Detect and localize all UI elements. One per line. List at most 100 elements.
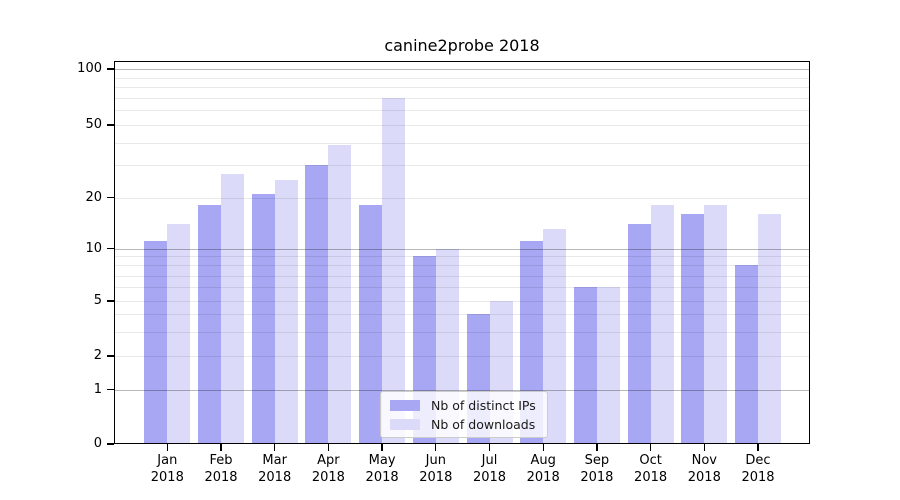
- y-tick-label-2: 2: [93, 348, 102, 363]
- x-tick-mark-nov: [703, 444, 705, 451]
- x-tick-year-nov: 2018: [687, 470, 721, 485]
- bar-nb-of-downloads-aug: [543, 229, 567, 444]
- bar-nb-of-downloads-dec: [758, 213, 781, 444]
- x-tick-label-aug: Aug 2018: [510, 452, 576, 486]
- gridline-minor-2: [114, 356, 810, 357]
- gridline-minor-9: [114, 256, 810, 258]
- x-tick-label-dec: Dec 2018: [725, 452, 791, 486]
- x-tick-label-apr: Apr 2018: [295, 452, 361, 486]
- gridline-minor-80: [114, 87, 810, 89]
- bar-nb-of-distinct-ips-mar: [251, 193, 275, 444]
- y-tick-label-5: 5: [93, 293, 102, 308]
- x-tick-year-mar: 2018: [258, 470, 292, 485]
- bar-nb-of-downloads-jan: [167, 223, 191, 444]
- x-tick-month-may: May: [368, 453, 396, 468]
- bar-nb-of-downloads-oct: [650, 205, 674, 444]
- x-tick-label-jul: Jul 2018: [457, 452, 523, 486]
- x-tick-year-feb: 2018: [204, 470, 238, 485]
- bar-nb-of-distinct-ips-oct: [627, 223, 651, 444]
- x-tick-year-jan: 2018: [150, 470, 184, 485]
- x-tick-label-oct: Oct 2018: [618, 452, 684, 486]
- x-tick-label-sep: Sep 2018: [564, 452, 630, 486]
- y-tick-mark-0: [107, 443, 114, 445]
- bar-nb-of-distinct-ips-dec: [735, 265, 758, 444]
- legend-label-distinct-ips: Nb of distinct IPs: [431, 397, 536, 413]
- y-tick-mark-20: [107, 196, 114, 199]
- x-tick-year-jun: 2018: [419, 470, 453, 485]
- x-tick-month-jul: Jul: [481, 453, 498, 468]
- y-tick-mark-2: [107, 355, 114, 357]
- chart-title: canine2probe 2018: [384, 36, 540, 55]
- bar-nb-of-downloads-sep: [596, 287, 620, 444]
- x-tick-mark-dec: [757, 444, 759, 451]
- bar-nb-of-distinct-ips-nov: [681, 213, 705, 444]
- bar-nb-of-distinct-ips-may: [359, 205, 383, 444]
- y-tick-label-1: 1: [93, 381, 102, 397]
- x-tick-year-aug: 2018: [526, 470, 560, 485]
- x-tick-month-mar: Mar: [262, 453, 287, 468]
- plot-area: [114, 61, 810, 444]
- x-tick-mark-jul: [488, 444, 491, 451]
- legend-label-downloads: Nb of downloads: [431, 416, 536, 432]
- x-tick-mark-apr: [327, 444, 330, 451]
- x-tick-month-feb: Feb: [209, 453, 233, 468]
- x-tick-mark-jun: [435, 444, 437, 451]
- x-tick-mark-mar: [274, 444, 276, 451]
- gridline-minor-4: [114, 314, 810, 316]
- x-tick-month-nov: Nov: [691, 453, 717, 468]
- bar-nb-of-downloads-apr: [328, 144, 352, 444]
- x-tick-mark-jan: [166, 444, 168, 451]
- x-tick-mark-feb: [220, 444, 222, 451]
- gridline-minor-7: [114, 275, 810, 277]
- y-tick-mark-100: [107, 68, 114, 70]
- y-tick-label-50: 50: [85, 117, 102, 132]
- x-tick-year-sep: 2018: [580, 470, 614, 485]
- x-tick-mark-may: [381, 444, 383, 451]
- y-tick-mark-10: [107, 247, 114, 250]
- gridline-minor-8: [114, 265, 810, 267]
- bar-nb-of-downloads-feb: [221, 173, 244, 444]
- gridline-minor-70: [114, 97, 810, 99]
- x-tick-month-aug: Aug: [530, 453, 556, 468]
- x-tick-year-oct: 2018: [634, 470, 668, 485]
- bar-nb-of-downloads-mar: [274, 179, 298, 444]
- bar-nb-of-distinct-ips-apr: [305, 165, 329, 444]
- bar-nb-of-distinct-ips-jan: [144, 241, 168, 444]
- x-tick-mark-aug: [542, 444, 544, 451]
- bar-nb-of-downloads-may: [382, 97, 406, 444]
- x-tick-month-sep: Sep: [584, 453, 610, 468]
- legend-item-distinct-ips: Nb of distinct IPs: [390, 397, 536, 413]
- bar-nb-of-distinct-ips-sep: [573, 287, 597, 444]
- x-tick-label-mar: Mar 2018: [242, 452, 308, 486]
- y-tick-mark-50: [107, 124, 114, 126]
- x-tick-year-may: 2018: [365, 470, 399, 485]
- gridline-minor-40: [114, 142, 810, 144]
- legend-item-downloads: Nb of downloads: [390, 416, 536, 432]
- gridline-minor-20: [114, 197, 810, 199]
- x-tick-month-jan: Jan: [157, 453, 178, 468]
- legend-swatch-distinct-ips: [390, 399, 420, 411]
- x-tick-month-apr: Apr: [317, 453, 340, 468]
- x-tick-mark-oct: [649, 444, 652, 451]
- x-tick-label-feb: Feb 2018: [188, 452, 254, 486]
- gridline-minor-60: [114, 110, 810, 112]
- gridline-minor-6: [114, 287, 810, 289]
- y-tick-mark-1: [107, 388, 114, 391]
- gridline-minor-30: [114, 165, 810, 167]
- x-tick-label-jun: Jun 2018: [403, 452, 469, 486]
- x-tick-year-apr: 2018: [311, 470, 345, 485]
- bar-nb-of-downloads-nov: [704, 205, 728, 444]
- gridline-minor-5: [114, 301, 810, 302]
- x-tick-label-jan: Jan 2018: [134, 452, 200, 486]
- x-tick-month-oct: Oct: [639, 453, 662, 468]
- x-tick-mark-sep: [596, 444, 598, 451]
- x-tick-label-nov: Nov 2018: [671, 452, 737, 486]
- gridline-major-100: [114, 69, 810, 70]
- gridline-minor-50: [114, 125, 810, 126]
- x-tick-label-may: May 2018: [349, 452, 415, 486]
- gridline-minor-90: [114, 77, 810, 79]
- x-tick-month-dec: Dec: [745, 453, 771, 468]
- x-tick-year-jul: 2018: [472, 470, 507, 485]
- x-tick-year-dec: 2018: [741, 470, 775, 485]
